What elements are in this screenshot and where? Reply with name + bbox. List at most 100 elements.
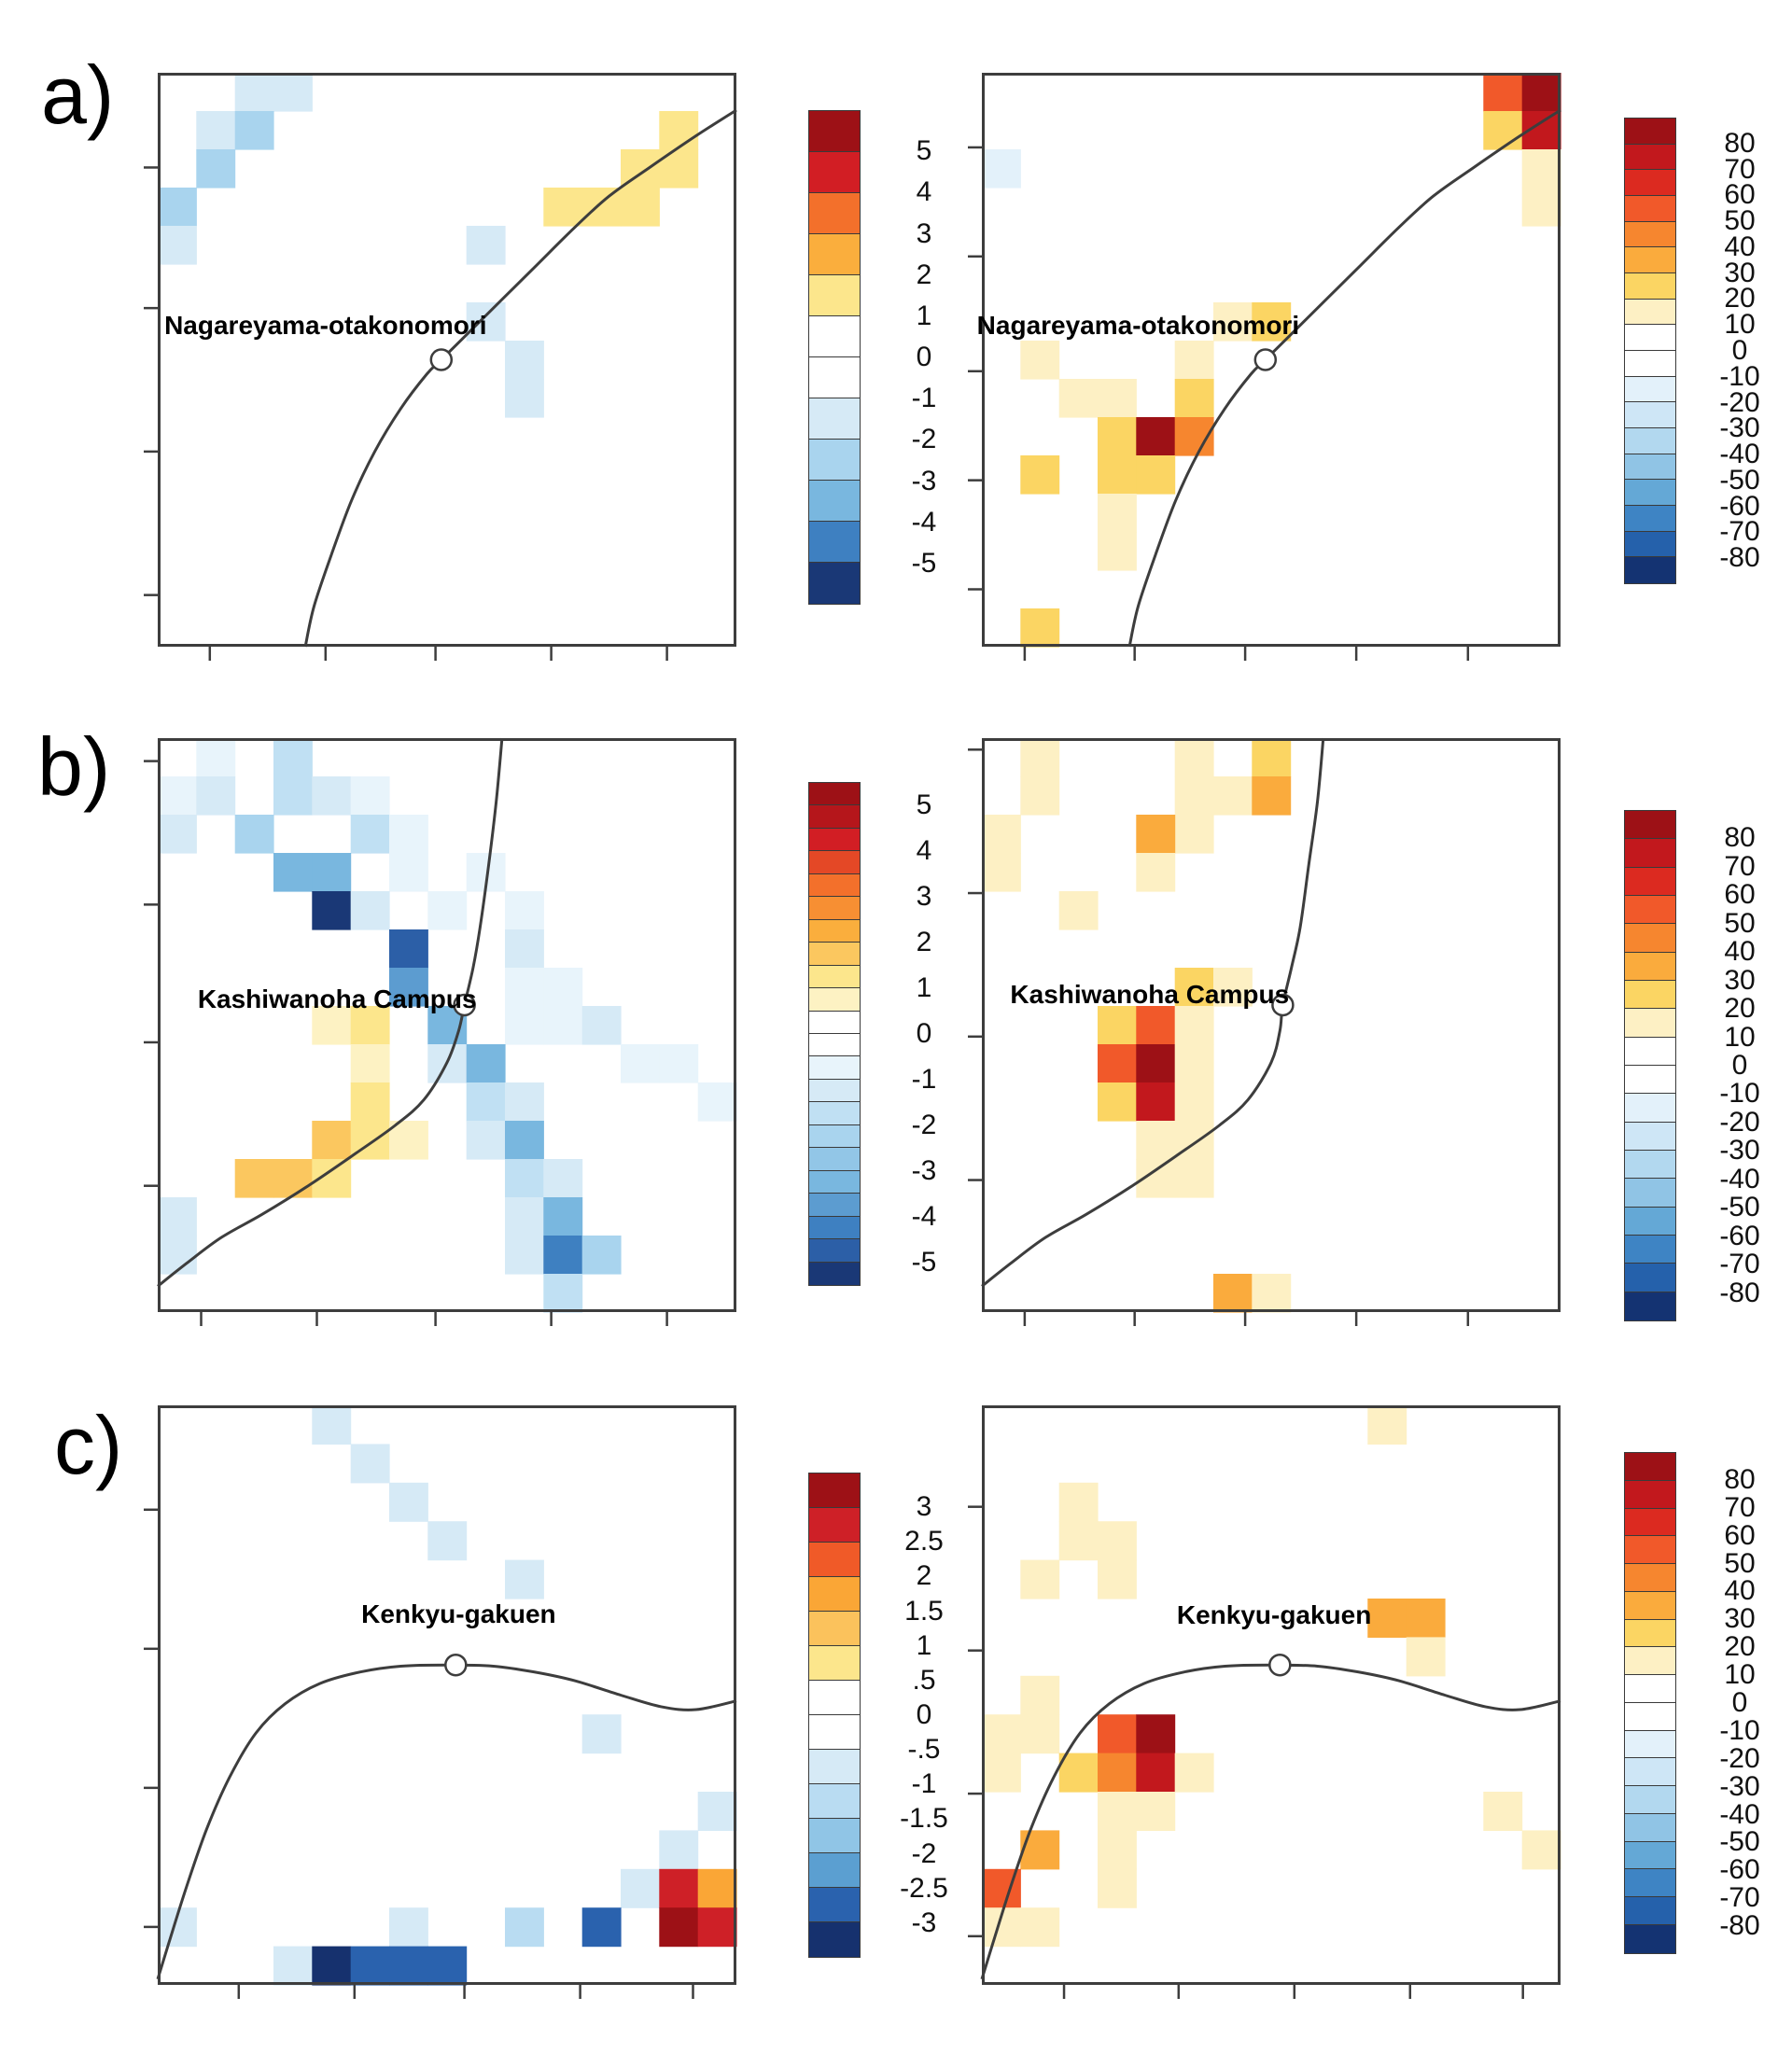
colorbar-cell [809, 1853, 860, 1888]
colorbar-value-label: -20 [1719, 1106, 1760, 1138]
colorbar-cell [1625, 505, 1675, 532]
heatmap-cell [621, 188, 660, 227]
colorbar-value-label: 1.5 [904, 1595, 944, 1627]
colorbar-cell [809, 1033, 860, 1057]
colorbar-cell [1625, 195, 1675, 222]
colorbar-value-label: -50 [1719, 1192, 1760, 1223]
colorbar-value-label: -50 [1719, 464, 1760, 496]
heatmap-cell [1020, 1714, 1060, 1754]
colorbar-cell [809, 1170, 860, 1194]
heatmap-cell [659, 111, 699, 150]
colorbar-cell [809, 193, 860, 234]
heatmap-cell [196, 776, 236, 816]
heatmap-cell [1136, 1714, 1176, 1754]
heatmap-cell [234, 1159, 274, 1198]
colorbar-cell [1625, 1730, 1675, 1759]
colorbar-value-label: 4 [916, 176, 932, 208]
colorbar-cell [1625, 350, 1675, 377]
railway-line [303, 108, 737, 648]
heatmap-cell [234, 815, 274, 854]
heatmap-cell [1174, 776, 1214, 816]
colorbar-value-label: 50 [1724, 907, 1756, 939]
colorbar-cell [1625, 924, 1675, 953]
heatmap-cell [505, 929, 544, 969]
colorbar-value-label: -80 [1719, 1910, 1760, 1942]
colorbar-cell [1625, 1786, 1675, 1814]
heatmap-cell [982, 1753, 1021, 1793]
colorbar-value-label: 60 [1724, 1519, 1756, 1551]
heatmap-cell [1136, 853, 1176, 892]
colorbar-cell [809, 1148, 860, 1171]
colorbar-cell [809, 943, 860, 966]
heatmap-cell [1098, 1830, 1137, 1870]
heatmap-panel-b-left: Kashiwanoha Campus [144, 737, 737, 1326]
colorbar-value-label: -2.5 [900, 1872, 948, 1904]
heatmap-cell [1098, 1792, 1137, 1831]
colorbar-value-label: -2 [911, 1110, 937, 1141]
heatmap-cell [1367, 1405, 1407, 1445]
heatmap-cell [1058, 891, 1099, 930]
colorbar-value-label: 5 [916, 135, 932, 167]
colorbar-cell [1625, 427, 1675, 454]
colorbar-value-label: -60 [1719, 1220, 1760, 1251]
heatmap-cell [312, 776, 352, 816]
heatmap-cell [158, 188, 197, 227]
colorbar-cell [1625, 1702, 1675, 1731]
heatmap-cell [1174, 815, 1214, 854]
heatmap-cell [273, 1159, 313, 1198]
heatmap-cell [389, 968, 428, 1007]
colorbar-value-label: 2 [916, 1560, 932, 1592]
heatmap-cell [466, 302, 506, 342]
colorbar-cell [1625, 557, 1675, 583]
colorbar-cb-b-left: 5 4 3 2 1 0 -1 -2 -3 -4 -5 [808, 782, 936, 1286]
colorbar-cell [809, 805, 860, 829]
colorbar-cb-b-right: 80 70 60 50 40 30 20 10 0 -10 -20 -30 -40 -50 -60 -70 -8… [1624, 810, 1760, 1321]
colorbar-cell [809, 275, 860, 316]
colorbar-cb-a-left: 5 4 3 2 1 0 -1 -2 -3 -4 -5 [808, 110, 936, 605]
colorbar-cell [809, 1056, 860, 1080]
heatmap-cell [1483, 1792, 1523, 1831]
colorbar-cell [809, 1750, 860, 1784]
heatmap-cell [1020, 341, 1060, 380]
panel-border [158, 1405, 736, 1985]
heatmap-panel-a-left: Nagareyama-otakonomori [144, 73, 737, 661]
heatmap-cell [1136, 1792, 1176, 1831]
heatmap-cell [1174, 1082, 1214, 1122]
colorbar-cell [1625, 402, 1675, 428]
colorbar-cell [1625, 480, 1675, 506]
colorbar-cell [1625, 1179, 1675, 1208]
heatmap-cell [1098, 1521, 1137, 1561]
heatmap-cell [1136, 1044, 1176, 1083]
colorbar-cell [809, 1888, 860, 1922]
heatmap-cell [158, 815, 197, 854]
heatmap-cell [505, 1197, 544, 1236]
heatmap-cell [581, 1714, 622, 1754]
heatmap-cell [543, 1236, 583, 1275]
heatmap-cell [1058, 1521, 1099, 1561]
colorbar-cell [809, 1715, 860, 1750]
heatmap-cell [158, 1197, 197, 1236]
heatmap-cell [982, 149, 1021, 189]
colorbar-value-label: -1 [911, 1064, 937, 1096]
colorbar-value-label: 1 [916, 1629, 932, 1661]
heatmap-cell [697, 1792, 737, 1831]
colorbar-value-label: 2 [916, 258, 932, 290]
colorbar-value-label: -2 [911, 424, 937, 455]
colorbar-cell [1625, 839, 1675, 868]
colorbar-cell [809, 440, 860, 481]
colorbar-cell [1625, 1207, 1675, 1236]
station-label: Kenkyu-gakuen [361, 1599, 556, 1628]
colorbar-cell [809, 563, 860, 604]
colorbar-value-label: -20 [1719, 1742, 1760, 1774]
colorbar-cell [809, 783, 860, 806]
colorbar-cell [1625, 1264, 1675, 1292]
colorbar-cell [1625, 1925, 1675, 1953]
heatmap-cell [581, 188, 622, 227]
colorbar-cell [809, 919, 860, 943]
panel-border [158, 73, 736, 647]
colorbar-cell [1625, 1235, 1675, 1264]
heatmap-cell [1098, 1753, 1137, 1793]
heatmap-cell [1020, 738, 1060, 777]
heatmap-cell [697, 1907, 737, 1948]
heatmap-cell [350, 1444, 390, 1484]
